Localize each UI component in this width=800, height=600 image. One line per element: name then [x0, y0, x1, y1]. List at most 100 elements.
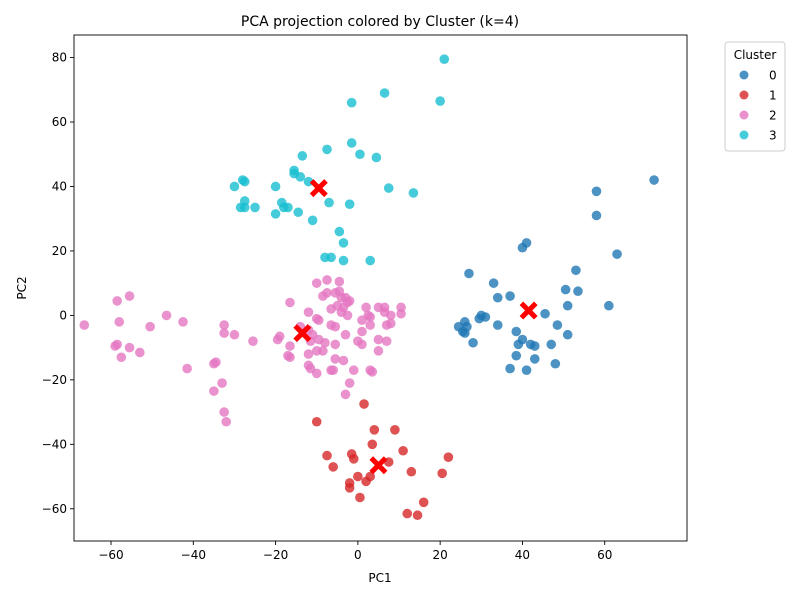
y-axis-label: PC2	[15, 276, 29, 299]
legend-label-cluster-2: 2	[769, 109, 777, 123]
cluster-1-point	[437, 468, 448, 479]
cluster-0-point	[604, 300, 614, 311]
cluster-0-point	[513, 339, 524, 350]
cluster-2-point	[361, 302, 371, 313]
cluster-2-point	[79, 320, 90, 330]
cluster-1-point	[443, 452, 454, 463]
cluster-1-point	[328, 462, 338, 472]
cluster-1-point	[353, 471, 363, 482]
cluster-0-point	[488, 278, 499, 288]
cluster-3-point	[324, 197, 334, 208]
cluster-3-point	[365, 255, 376, 266]
cluster-2-point	[219, 407, 229, 417]
cluster-3-point	[338, 238, 349, 248]
x-axis: −60 −40 −20 0 20 40 60	[98, 541, 612, 562]
cluster-2-point	[217, 378, 227, 388]
cluster-2-point	[313, 315, 324, 326]
centroid-marker	[309, 179, 328, 198]
cluster-0-point	[550, 358, 561, 369]
x-axis-label: PC1	[368, 571, 391, 585]
cluster-2-point	[178, 317, 188, 327]
x-tick-label: 0	[354, 548, 362, 562]
cluster-0-point	[521, 365, 532, 375]
cluster-2-point	[338, 355, 349, 366]
x-tick-label: 40	[515, 548, 530, 562]
cluster-0-point	[529, 354, 540, 364]
cluster-3-point	[322, 144, 332, 155]
cluster-0-point	[511, 350, 522, 361]
legend-box	[724, 41, 786, 152]
cluster-1-point	[367, 439, 378, 450]
cluster-0-point	[525, 339, 536, 350]
cluster-1-point	[398, 445, 408, 456]
plot-frame	[73, 34, 688, 542]
cluster-1-point	[322, 450, 332, 461]
cluster-2-point	[114, 317, 125, 327]
y-tick-label: 20	[52, 244, 67, 258]
cluster-2-point	[219, 320, 229, 330]
cluster-2-point	[342, 310, 353, 321]
x-tick-label: 20	[433, 548, 448, 562]
cluster-2-point	[320, 337, 330, 348]
legend-label-cluster-1: 1	[769, 89, 777, 103]
y-tick-label: −60	[42, 502, 67, 516]
x-tick-label: 60	[597, 548, 612, 562]
cluster-0-point	[464, 268, 474, 279]
cluster-1-point	[406, 466, 417, 477]
cluster-3-point	[270, 181, 281, 192]
cluster-1-point	[348, 454, 359, 464]
cluster-2-point	[161, 310, 172, 321]
y-tick-label: −20	[42, 373, 67, 387]
cluster-3-point	[279, 202, 289, 213]
cluster-3-point	[371, 152, 382, 163]
cluster-2-point	[385, 310, 396, 321]
x-tick-label: −60	[98, 548, 123, 562]
cluster-2-point	[357, 339, 367, 350]
cluster-2-point	[229, 329, 240, 340]
cluster-0-point	[540, 308, 550, 319]
cluster-0-point	[468, 337, 478, 348]
cluster-0-point	[460, 328, 470, 338]
cluster-0-point	[505, 291, 515, 301]
cluster-3-point	[439, 54, 450, 64]
cluster-0-point	[562, 329, 573, 340]
cluster-0-point	[474, 313, 485, 324]
cluster-2-point	[145, 321, 155, 332]
legend-label-cluster-0: 0	[769, 69, 777, 83]
cluster-1-point	[402, 508, 413, 519]
cluster-2-point	[285, 352, 295, 363]
cluster-2-point	[322, 275, 332, 285]
cluster-2-point	[124, 291, 135, 301]
cluster-3-point	[383, 183, 394, 193]
cluster-2-point	[344, 296, 355, 306]
y-tick-label: −40	[42, 437, 67, 451]
cluster-2-point	[116, 352, 127, 363]
legend: Cluster 0 1 2 3	[724, 41, 786, 152]
cluster-1-point	[390, 425, 400, 435]
cluster-3-point	[334, 226, 345, 237]
y-tick-label: 0	[59, 308, 67, 322]
legend-marker-cluster-3	[739, 130, 749, 140]
cluster-2-point	[365, 320, 376, 330]
legend-marker-cluster-1	[739, 90, 749, 100]
centroid-marker	[293, 324, 312, 343]
cluster-0-point	[492, 320, 503, 330]
cluster-2-point	[381, 336, 392, 346]
chart-title: PCA projection colored by Cluster (k=4)	[241, 14, 519, 30]
cluster-2-point	[209, 358, 219, 369]
cluster-3-point	[307, 215, 318, 226]
cluster-0-point	[591, 186, 602, 197]
cluster-3-point	[338, 255, 349, 266]
cluster-2-point	[322, 288, 332, 298]
cluster-2-point	[326, 304, 336, 314]
cluster-2-point	[124, 342, 135, 353]
cluster-2-point	[365, 312, 376, 322]
cluster-2-point	[274, 331, 285, 342]
cluster-0-point	[511, 326, 522, 337]
cluster-2-point	[357, 326, 367, 337]
cluster-3-point	[297, 151, 308, 161]
y-tick-label: 40	[52, 179, 67, 193]
cluster-0-point	[492, 292, 503, 303]
cluster-2-point	[330, 321, 341, 332]
legend-items: 0 1 2 3	[739, 69, 777, 143]
